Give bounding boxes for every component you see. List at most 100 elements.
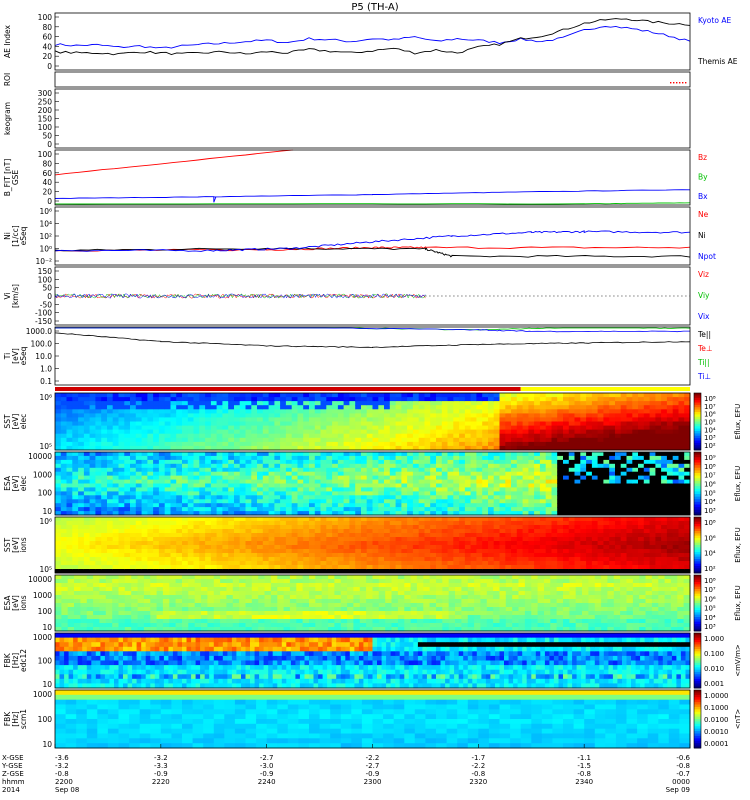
spectrogram-cell <box>337 413 345 418</box>
spectrogram-cell <box>101 452 108 457</box>
spectrogram-cell <box>534 483 541 488</box>
spectrogram-cell <box>511 495 518 500</box>
spectrogram-cell <box>72 495 79 500</box>
spectrogram-cell <box>372 433 379 439</box>
spectrogram-cell <box>534 463 541 469</box>
spectrogram-cell <box>314 553 322 558</box>
spectrogram-cell <box>620 525 627 530</box>
spectrogram-cell <box>470 561 477 566</box>
spectrogram-cell <box>638 553 645 558</box>
spectrogram-cell <box>274 495 281 500</box>
spectrogram-cell <box>147 499 154 504</box>
spectrogram-cell <box>66 557 73 562</box>
spectrogram-cell <box>672 499 679 504</box>
spectrogram-cell <box>239 517 246 522</box>
spectrogram-cell <box>135 561 143 566</box>
spectrogram-cell <box>210 569 218 574</box>
colorbar-swatch <box>694 412 701 415</box>
series-line-ti <box>55 327 690 333</box>
spectrogram-cell <box>95 405 102 410</box>
spectrogram-cell <box>199 459 206 465</box>
spectrogram-cell <box>563 565 570 570</box>
panel-border <box>54 451 691 516</box>
spectrogram-cell <box>112 437 119 443</box>
spectrogram-cell <box>285 475 293 480</box>
spectrogram-cell <box>551 545 558 550</box>
spectrogram-cell <box>534 417 541 422</box>
spectrogram-cell <box>389 521 397 526</box>
spectrogram-cell <box>580 397 587 402</box>
spectrogram-cell <box>528 417 535 422</box>
spectrogram-cell <box>268 393 275 398</box>
y-axis-label: Ti <box>3 353 12 360</box>
spectrogram-cell <box>643 569 651 574</box>
spectrogram-cell <box>337 499 345 504</box>
spectrogram-cell <box>372 463 379 469</box>
spectrogram-cell <box>655 475 662 480</box>
spectrogram-cell <box>83 475 91 480</box>
spectrogram-cell <box>678 507 685 512</box>
spectrogram-cell <box>222 433 229 439</box>
spectrogram-cell <box>666 397 674 402</box>
spectrogram-cell <box>262 397 270 402</box>
spectrogram-cell <box>262 533 270 538</box>
spectrogram-cell <box>141 467 148 473</box>
spectrogram-cell <box>349 459 356 465</box>
spectrogram-cell <box>539 507 547 512</box>
spectrogram-cell <box>234 417 241 422</box>
roi-mark <box>673 82 675 84</box>
spectrogram-cell <box>643 549 651 554</box>
spectrogram-cell <box>632 545 639 550</box>
spectrogram-cell <box>453 405 460 410</box>
spectrogram-cell <box>493 417 500 422</box>
y-axis-label: GSE <box>11 170 20 186</box>
spectrogram-cell <box>470 409 477 414</box>
spectrogram-cell <box>112 507 119 512</box>
spectrogram-cell <box>418 499 425 504</box>
spectrogram-cell <box>130 487 137 492</box>
spectrogram-cell <box>135 459 143 465</box>
spectrogram-cell <box>649 397 656 402</box>
spectrogram-cell <box>586 517 593 522</box>
spectrogram-cell <box>153 491 160 496</box>
spectrogram-cell <box>130 441 137 447</box>
spectrogram-cell <box>176 441 183 447</box>
spectrogram-cell <box>632 557 639 562</box>
spectrogram-cell <box>193 417 200 422</box>
spectrogram-cell <box>493 471 500 477</box>
spectrogram-cell <box>511 425 518 431</box>
spectrogram-cell <box>430 495 437 500</box>
spectrogram-cell <box>493 429 500 435</box>
spectrogram-cell <box>66 495 73 500</box>
spectrogram-cell <box>591 507 599 512</box>
spectrogram-cell <box>314 459 322 465</box>
spectrogram-cell <box>262 529 270 534</box>
spectrogram-cell <box>453 517 460 522</box>
spectrogram-cell <box>314 541 322 546</box>
spectrogram-cell <box>239 533 246 538</box>
spectrogram-cell <box>661 421 668 427</box>
spectrogram-cell <box>591 452 599 457</box>
spectrogram-cell <box>384 452 391 457</box>
spectrogram-cell <box>528 499 535 504</box>
spectrogram-cell <box>95 569 102 574</box>
spectrogram-cell <box>124 421 131 427</box>
spectrogram-cell <box>228 529 235 534</box>
spectrogram-cell <box>216 491 223 496</box>
spectrogram-cell <box>424 433 431 439</box>
spectrogram-cell <box>274 511 281 516</box>
spectrogram-cell <box>436 429 443 435</box>
spectrogram-cell <box>412 557 420 562</box>
spectrogram-cell <box>355 521 362 526</box>
spectrogram-cell <box>407 397 414 402</box>
spectrogram-cell <box>418 537 425 542</box>
spectrogram-cell <box>493 491 500 496</box>
spectrogram-cell <box>551 537 558 542</box>
spectrogram-cell <box>182 441 189 447</box>
spectrogram-cell <box>210 565 218 570</box>
spectrogram-cell <box>626 393 633 398</box>
spectrogram-cell <box>430 393 437 398</box>
spectrogram-cell <box>407 521 414 526</box>
spectrogram-cell <box>257 393 264 398</box>
spectrogram-cell <box>130 463 137 469</box>
